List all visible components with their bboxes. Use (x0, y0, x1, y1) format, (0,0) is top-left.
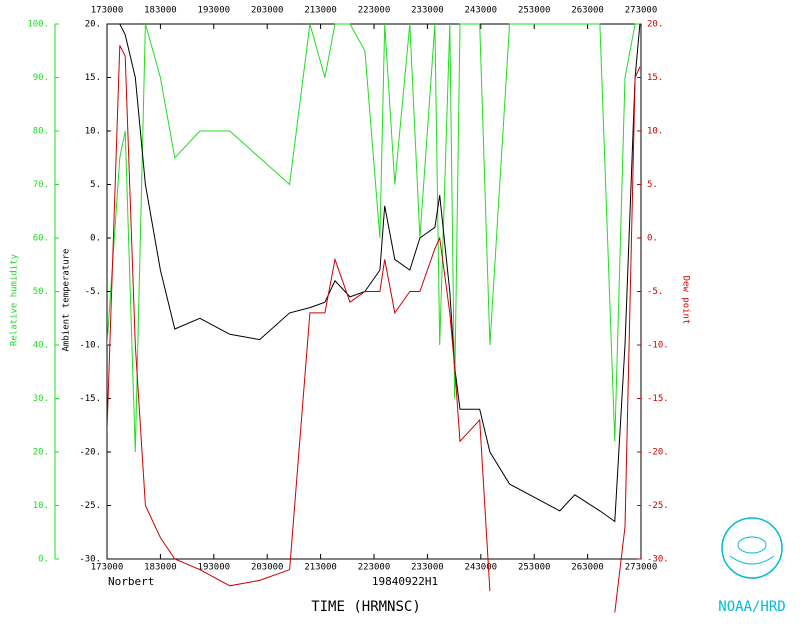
y2ticks-label: 15. (647, 73, 663, 83)
yticks-label: 20. (85, 20, 101, 30)
x-tick-label-top: 243000 (465, 6, 498, 16)
yticks-label: 10. (85, 127, 101, 137)
x-tick-label: 173000 (91, 563, 124, 573)
yticks-label: -30. (79, 555, 101, 565)
yticks-label: 0. (90, 234, 101, 244)
y2ticks-label: 20. (647, 20, 663, 30)
y2ticks-label: -5. (647, 287, 663, 297)
x-tick-label-top: 193000 (198, 6, 231, 16)
y3ticks-label: 80. (33, 127, 49, 137)
y2ticks-label: -10. (647, 341, 669, 351)
x-tick-label-top: 203000 (251, 6, 284, 16)
yticks-label: -15. (79, 394, 101, 404)
x-tick-label-top: 273000 (625, 6, 658, 16)
x-tick-label-top: 263000 (571, 6, 604, 16)
x-tick-label: 273000 (625, 563, 658, 573)
x-tick-label-top: 183000 (144, 6, 177, 16)
series-group (107, 23, 641, 613)
series-line (107, 45, 641, 613)
y-axis-title: Ambient temperature (62, 249, 72, 352)
y3ticks-label: 40. (33, 341, 49, 351)
y2ticks-label: -30. (647, 555, 669, 565)
series-line (107, 23, 640, 453)
x-tick-label: 213000 (304, 563, 337, 573)
x-tick-label: 223000 (358, 563, 391, 573)
x-tick-label-top: 213000 (304, 6, 337, 16)
x-axis-title: TIME (HRMNSC) (311, 599, 421, 615)
x-tick-label: 243000 (465, 563, 498, 573)
y2ticks-label: 10. (647, 127, 663, 137)
yticks-label: -25. (79, 501, 101, 511)
yticks-label: 15. (85, 73, 101, 83)
y2ticks-label: -20. (647, 448, 669, 458)
y2ticks-label: 5. (647, 180, 658, 190)
x-tick-label-top: 253000 (518, 6, 551, 16)
x-tick-label: 183000 (144, 563, 177, 573)
x-tick-label: 253000 (518, 563, 551, 573)
storm-name: Norbert (108, 575, 154, 588)
y3ticks-label: 10. (33, 501, 49, 511)
y3ticks-label: 70. (33, 180, 49, 190)
y3-axis-title: Relative humidity (10, 253, 20, 346)
flight-id: 19840922H1 (372, 575, 438, 588)
y2ticks-label: -25. (647, 501, 669, 511)
x-tick-label-top: 173000 (91, 6, 124, 16)
series-line (119, 23, 641, 523)
y2ticks-label: -15. (647, 394, 669, 404)
y3ticks-label: 100. (27, 20, 49, 30)
y2-axis-title: Dew point (681, 276, 691, 325)
x-tick-label-top: 233000 (411, 6, 444, 16)
x-tick-label: 193000 (198, 563, 231, 573)
y3ticks-label: 60. (33, 234, 49, 244)
y2ticks-label: 0. (647, 234, 658, 244)
yticks-label: -10. (79, 341, 101, 351)
y3ticks-label: 0. (38, 555, 49, 565)
logo-text: NOAA/HRD (718, 599, 785, 615)
x-tick-label: 203000 (251, 563, 284, 573)
y3ticks-label: 20. (33, 448, 49, 458)
x-tick-label: 263000 (571, 563, 604, 573)
y3ticks-label: 50. (33, 287, 49, 297)
yticks-label: -20. (79, 448, 101, 458)
noaa-logo (721, 517, 783, 579)
x-tick-label: 233000 (411, 563, 444, 573)
x-tick-label-top: 223000 (358, 6, 391, 16)
y3ticks-label: 30. (33, 394, 49, 404)
y3ticks-label: 90. (33, 73, 49, 83)
yticks-label: -5. (85, 287, 101, 297)
yticks-label: 5. (90, 180, 101, 190)
